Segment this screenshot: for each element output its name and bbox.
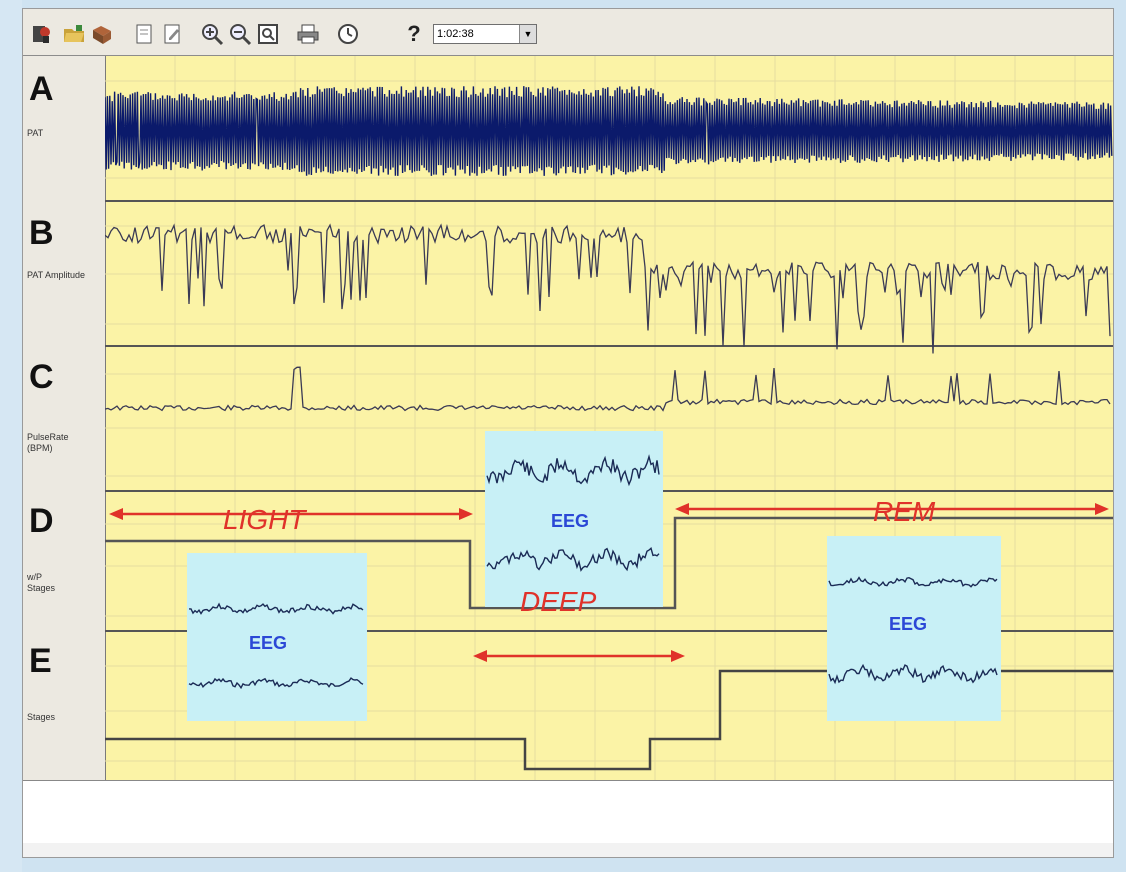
channel-label-column: A PAT B PAT Amplitude C PulseRate (BPM) … — [23, 56, 106, 780]
sleep-study-window: ? 1:02:38 ▼ A PAT B PAT Amplitude C Puls… — [22, 8, 1114, 858]
chart-area[interactable]: A PAT B PAT Amplitude C PulseRate (BPM) … — [23, 56, 1113, 780]
wp-stages-hypnogram — [105, 516, 1113, 610]
patient-icon[interactable] — [29, 21, 55, 47]
help-icon[interactable]: ? — [407, 21, 421, 46]
pulse-rate-trace — [105, 366, 1111, 412]
page-icon[interactable] — [131, 21, 157, 47]
panel-letter-c: C — [29, 358, 54, 396]
eeg-label: EEG — [249, 633, 288, 653]
page-edit-icon[interactable] — [159, 21, 185, 47]
channel-name-pat: PAT — [27, 128, 44, 138]
panel-letter-a: A — [29, 70, 54, 108]
channel-name-pat-amplitude: PAT Amplitude — [27, 270, 86, 280]
channel-name-wp-stages: w/P Stages — [27, 572, 56, 593]
signal-plot[interactable] — [105, 56, 1113, 780]
eeg-inset-deep: EEG — [485, 431, 663, 607]
time-select[interactable]: 1:02:38 ▼ — [433, 24, 537, 44]
pat-amplitude-trace — [105, 223, 1111, 354]
panel-letter-d: D — [29, 502, 54, 540]
eeg-waveform-deep — [486, 454, 660, 572]
eeg-label: EEG — [551, 511, 590, 531]
toolbar: ? 1:02:38 ▼ — [23, 9, 1113, 56]
zoom-in-icon[interactable] — [199, 21, 225, 47]
zoom-out-icon[interactable] — [227, 21, 253, 47]
background-strip — [0, 0, 22, 872]
eeg-inset-light: EEG — [187, 553, 367, 721]
clock-icon[interactable] — [335, 21, 361, 47]
panel-letter-e: E — [29, 642, 52, 680]
stages-hypnogram — [105, 669, 1113, 771]
eeg-inset-rem: EEG — [827, 536, 1001, 721]
eeg-waveform-rem — [828, 576, 998, 685]
stage-label-deep: DEEP — [520, 586, 597, 617]
panel-letter-b: B — [29, 214, 54, 252]
pat-signal-trace — [105, 86, 1113, 176]
chevron-down-icon[interactable]: ▼ — [519, 25, 536, 43]
stage-label-rem: REM — [873, 496, 936, 527]
print-icon[interactable] — [295, 21, 321, 47]
open-folder-icon[interactable] — [61, 21, 87, 47]
channel-name-pulse-rate: PulseRate (BPM) — [27, 432, 69, 453]
zoom-fit-icon[interactable] — [255, 21, 281, 47]
stage-label-light: LIGHT — [223, 504, 306, 535]
report-icon[interactable] — [89, 21, 115, 47]
plot-grid — [105, 56, 1113, 780]
eeg-label: EEG — [889, 614, 928, 634]
stage-arrows — [109, 503, 1109, 662]
channel-name-stages: Stages — [27, 712, 56, 722]
eeg-waveform-light — [188, 602, 364, 690]
time-value: 1:02:38 — [437, 28, 474, 40]
status-area — [23, 780, 1113, 843]
